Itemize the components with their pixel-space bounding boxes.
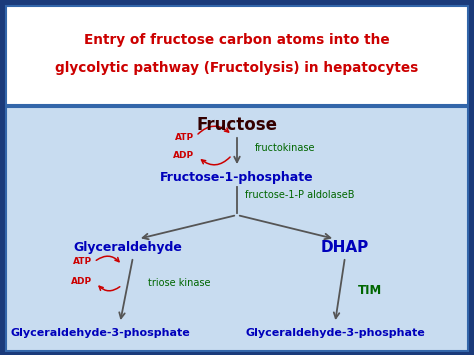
- Text: ATP: ATP: [73, 257, 92, 267]
- Text: Fructose: Fructose: [197, 116, 277, 134]
- Text: Entry of fructose carbon atoms into the: Entry of fructose carbon atoms into the: [84, 33, 390, 47]
- Bar: [6, 107, 468, 351]
- FancyArrowPatch shape: [198, 126, 228, 134]
- Bar: [6, 6, 468, 105]
- Text: triose kinase: triose kinase: [148, 278, 210, 288]
- Text: Fructose-1-phosphate: Fructose-1-phosphate: [160, 170, 314, 184]
- Text: ADP: ADP: [71, 277, 92, 285]
- Text: Glyceraldehyde-3-phosphate: Glyceraldehyde-3-phosphate: [10, 328, 190, 338]
- FancyArrowPatch shape: [96, 256, 119, 262]
- Text: ADP: ADP: [173, 151, 194, 159]
- Text: TIM: TIM: [358, 284, 382, 296]
- Text: Glyceraldehyde: Glyceraldehyde: [73, 240, 182, 253]
- Text: DHAP: DHAP: [321, 240, 369, 255]
- Text: Glyceraldehyde-3-phosphate: Glyceraldehyde-3-phosphate: [245, 328, 425, 338]
- Text: glycolytic pathway (Fructolysis) in hepatocytes: glycolytic pathway (Fructolysis) in hepa…: [55, 61, 419, 75]
- Text: ATP: ATP: [175, 132, 194, 142]
- Text: fructose-1-P aldolaseB: fructose-1-P aldolaseB: [245, 190, 355, 200]
- FancyArrowPatch shape: [99, 286, 120, 291]
- Text: fructokinase: fructokinase: [255, 143, 316, 153]
- FancyArrowPatch shape: [201, 157, 230, 165]
